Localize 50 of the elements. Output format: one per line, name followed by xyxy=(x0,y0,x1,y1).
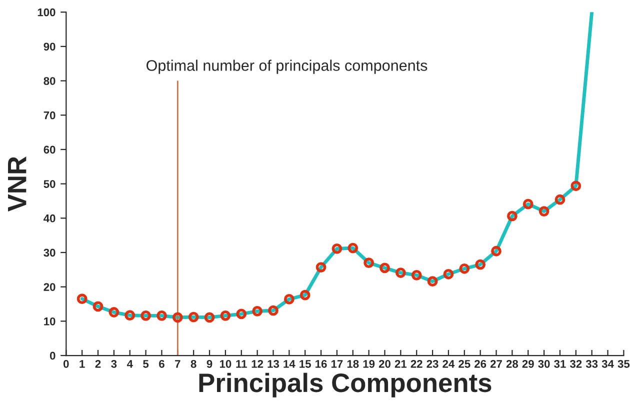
y-tick-label: 40 xyxy=(44,214,56,222)
x-tick-label: 22 xyxy=(410,360,422,368)
x-tick-label: 26 xyxy=(474,360,486,368)
y-tick-label: 10 xyxy=(44,317,56,326)
x-tick-label: 6 xyxy=(159,360,164,368)
x-tick-label: 15 xyxy=(300,360,311,368)
x-tick-label: 19 xyxy=(363,360,375,368)
x-tick-label: 0 xyxy=(64,360,69,368)
x-axis-title: Principals Components xyxy=(199,372,492,398)
y-tick-label: 60 xyxy=(44,146,56,154)
y-tick-label: 100 xyxy=(38,8,56,16)
x-tick-label: 9 xyxy=(206,360,212,368)
y-tick-label: 90 xyxy=(44,42,56,51)
x-tick-label: 12 xyxy=(252,360,264,368)
x-tick-label: 1 xyxy=(80,360,85,368)
x-tick-label: 28 xyxy=(506,360,518,368)
y-axis-title: VNR xyxy=(8,156,26,212)
x-tick-label: 35 xyxy=(618,360,630,368)
x-tick-label: 24 xyxy=(442,360,455,368)
x-tick-label: 30 xyxy=(538,360,550,368)
y-tick-label: 20 xyxy=(44,283,56,291)
x-tick-label: 21 xyxy=(394,360,407,368)
x-tick-label: 29 xyxy=(522,360,534,368)
x-tick-label: 31 xyxy=(554,360,566,368)
x-tick-label: 16 xyxy=(316,360,327,368)
x-tick-label: 7 xyxy=(175,360,180,368)
x-tick-label: 23 xyxy=(426,360,438,368)
x-tick-label: 5 xyxy=(143,360,149,368)
y-tick-label: 0 xyxy=(50,352,56,360)
x-tick-label: 20 xyxy=(378,360,390,368)
x-tick-label: 11 xyxy=(236,360,247,368)
x-tick-label: 8 xyxy=(190,360,196,368)
x-tick-label: 33 xyxy=(586,360,598,368)
x-tick-label: 32 xyxy=(570,360,582,368)
x-tick-label: 17 xyxy=(331,360,343,368)
x-tick-label: 34 xyxy=(602,360,614,368)
x-tick-label: 27 xyxy=(490,360,502,368)
y-tick-label: 80 xyxy=(44,77,56,85)
x-tick-label: 18 xyxy=(347,360,359,368)
x-tick-label: 3 xyxy=(111,360,117,368)
x-tick-label: 2 xyxy=(95,360,101,368)
x-tick-label: 4 xyxy=(126,360,133,368)
y-tick-label: 50 xyxy=(44,180,56,188)
x-tick-label: 13 xyxy=(268,360,280,368)
y-tick-label: 70 xyxy=(44,111,56,120)
x-tick-label: 10 xyxy=(220,360,232,368)
x-tick-label: 14 xyxy=(284,360,296,368)
y-tick-label: 30 xyxy=(44,248,56,257)
x-tick-label: 25 xyxy=(458,360,470,368)
ref-line-label: Optimal number of principals components xyxy=(146,60,428,74)
